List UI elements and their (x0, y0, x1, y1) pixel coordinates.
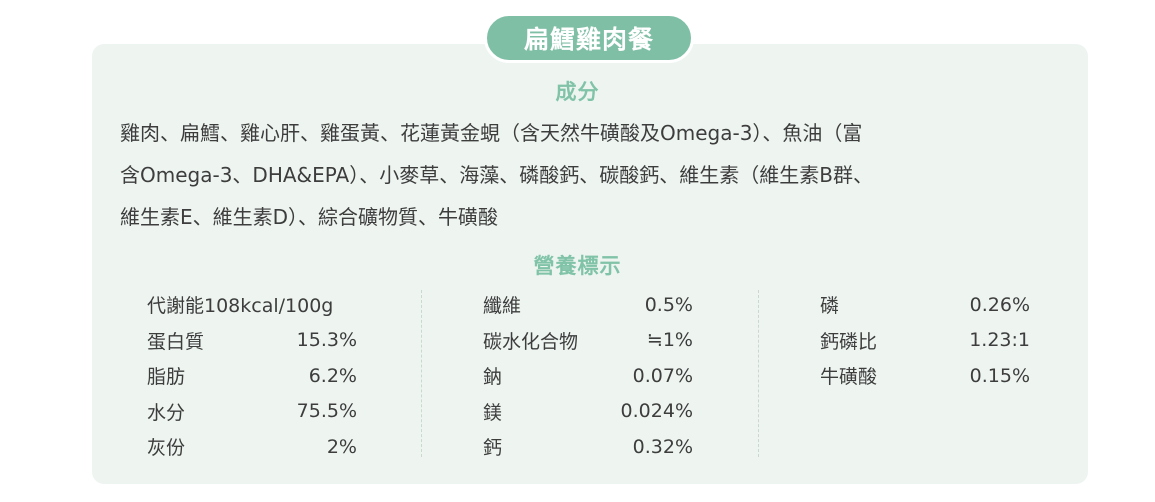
nutrient-label: 水分 (147, 401, 186, 424)
nutrient-value: 0.024% (620, 400, 693, 423)
nutrient-value: ≒1% (646, 329, 693, 352)
nutrition-row: 鈉 0.07% (483, 358, 693, 394)
nutrition-row: 蛋白質 15.3% (147, 323, 357, 359)
nutrient-label: 脂肪 (147, 366, 186, 389)
nutrient-label: 磷 (820, 295, 840, 318)
nutrition-row: 牛磺酸 0.15% (820, 358, 1030, 394)
nutrition-row: 代謝能108kcal/100g (147, 287, 357, 323)
nutrition-row: 鎂 0.024% (483, 394, 693, 430)
ingredients-line: 含Omega-3、DHA&EPA）、小麥草、海藻、磷酸鈣、碳酸鈣、維生素（維生素… (120, 163, 873, 187)
nutrient-label: 鈣磷比 (820, 330, 878, 353)
nutrient-value: 6.2% (308, 364, 357, 387)
nutrition-row: 碳水化合物 ≒1% (483, 323, 693, 359)
nutrient-label: 蛋白質 (147, 330, 205, 353)
nutrient-value: 0.32% (632, 435, 693, 458)
info-card (92, 44, 1088, 484)
nutrient-label: 纖維 (483, 295, 522, 318)
ingredients-line: 維生素E、維生素D）、綜合礦物質、牛磺酸 (120, 205, 499, 229)
nutrient-label: 鈣 (483, 437, 503, 460)
product-title: 扁鱈雞肉餐 (523, 25, 654, 54)
nutrition-row: 鈣 0.32% (483, 429, 693, 465)
column-divider (758, 290, 759, 457)
nutrient-label: 灰份 (147, 437, 186, 460)
nutrition-row: 灰份 2% (147, 429, 357, 465)
ingredients-text: 雞肉、扁鱈、雞心肝、雞蛋黃、花蓮黃金蜆（含天然牛磺酸及Omega-3）、魚油（富… (120, 112, 1060, 238)
nutrition-column-1: 代謝能108kcal/100g 蛋白質 15.3% 脂肪 6.2% 水分 75.… (147, 287, 357, 465)
nutrient-label: 碳水化合物 (483, 330, 579, 353)
nutrition-row: 磷 0.26% (820, 287, 1030, 323)
nutrition-row: 脂肪 6.2% (147, 358, 357, 394)
nutrient-value: 0.26% (969, 293, 1030, 316)
nutrient-label: 牛磺酸 (820, 366, 878, 389)
nutrient-value: 0.5% (644, 293, 693, 316)
nutrient-label: 代謝能108kcal/100g (147, 295, 334, 318)
nutrition-row: 鈣磷比 1.23:1 (820, 323, 1030, 359)
nutrient-value: 0.07% (632, 364, 693, 387)
nutrient-value: 2% (326, 435, 357, 458)
nutrition-row: 纖維 0.5% (483, 287, 693, 323)
nutrition-heading: 營養標示 (533, 254, 622, 278)
nutrition-row: 水分 75.5% (147, 394, 357, 430)
nutrient-label: 鈉 (483, 366, 503, 389)
nutrition-column-2: 纖維 0.5% 碳水化合物 ≒1% 鈉 0.07% 鎂 0.024% 鈣 0.3… (483, 287, 693, 465)
nutrition-column-3: 磷 0.26% 鈣磷比 1.23:1 牛磺酸 0.15% (820, 287, 1030, 394)
nutrient-value: 1.23:1 (969, 329, 1030, 352)
nutrient-value: 0.15% (969, 364, 1030, 387)
nutrient-label: 鎂 (483, 401, 503, 424)
ingredients-line: 雞肉、扁鱈、雞心肝、雞蛋黃、花蓮黃金蜆（含天然牛磺酸及Omega-3）、魚油（富 (120, 121, 863, 145)
ingredients-heading: 成分 (555, 80, 600, 104)
nutrient-value: 75.5% (296, 400, 357, 423)
column-divider (421, 290, 422, 457)
product-title-badge: 扁鱈雞肉餐 (484, 13, 694, 63)
nutrient-value: 15.3% (296, 329, 357, 352)
